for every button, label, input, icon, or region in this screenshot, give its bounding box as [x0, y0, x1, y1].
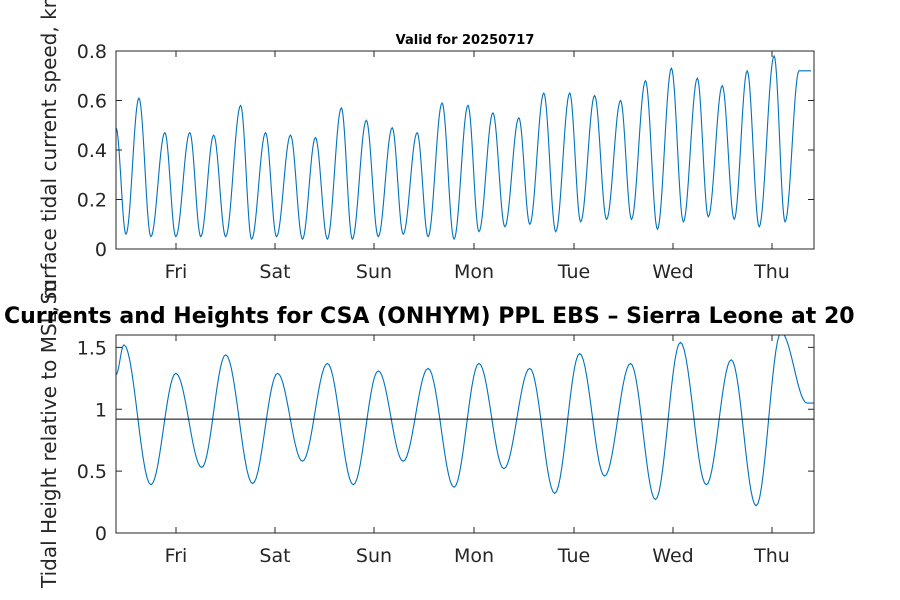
x-tick-label: Wed	[652, 261, 693, 283]
x-tick-label: Tue	[557, 261, 590, 283]
x-tick-label: Sat	[259, 261, 290, 283]
x-tick-label: Fri	[165, 545, 188, 567]
y-tick-label: 0.4	[77, 140, 107, 162]
series-line	[116, 335, 814, 507]
x-tick-label: Fri	[165, 261, 188, 283]
x-tick-label: Sun	[356, 261, 392, 283]
y-tick-label: 1.5	[77, 337, 107, 359]
x-tick-label: Thu	[753, 545, 790, 567]
x-tick-label: Mon	[454, 545, 494, 567]
y-tick-label: 0.8	[77, 41, 107, 63]
figure-title: Currents and Heights for CSA (ONHYM) PPL…	[4, 304, 855, 329]
series-line	[116, 54, 812, 241]
y-axis-label: Surface tidal current speed, kn	[37, 0, 61, 304]
y-tick-label: 0	[95, 239, 107, 261]
chart-title: Valid for 20250717	[396, 33, 535, 48]
x-tick-label: Sun	[356, 545, 392, 567]
x-tick-label: Wed	[652, 545, 693, 567]
x-tick-label: Thu	[753, 261, 790, 283]
current-speed-chart: Valid for 20250717 Fri Sat Sun Mon Tue Wed Thu…	[37, 0, 815, 304]
y-axis-label: Tidal Height relative to MSL, m	[37, 280, 61, 589]
y-tick-label: 0.5	[77, 461, 107, 483]
y-tick-label: 0.2	[77, 190, 107, 212]
y-tick-label: 0	[95, 523, 107, 545]
x-tick-label: Sat	[259, 545, 290, 567]
axes-box	[115, 334, 815, 534]
tidal-height-chart: Fri Sat Sun Mon Tue Wed Thu 0 0.5 1 1.5 Tidal Heig…	[37, 280, 815, 589]
y-tick-label: 0.6	[77, 91, 107, 113]
x-tick-label: Tue	[557, 545, 590, 567]
x-tick-label: Mon	[454, 261, 494, 283]
plot-area-background	[116, 51, 814, 249]
y-tick-label: 1	[95, 399, 107, 421]
